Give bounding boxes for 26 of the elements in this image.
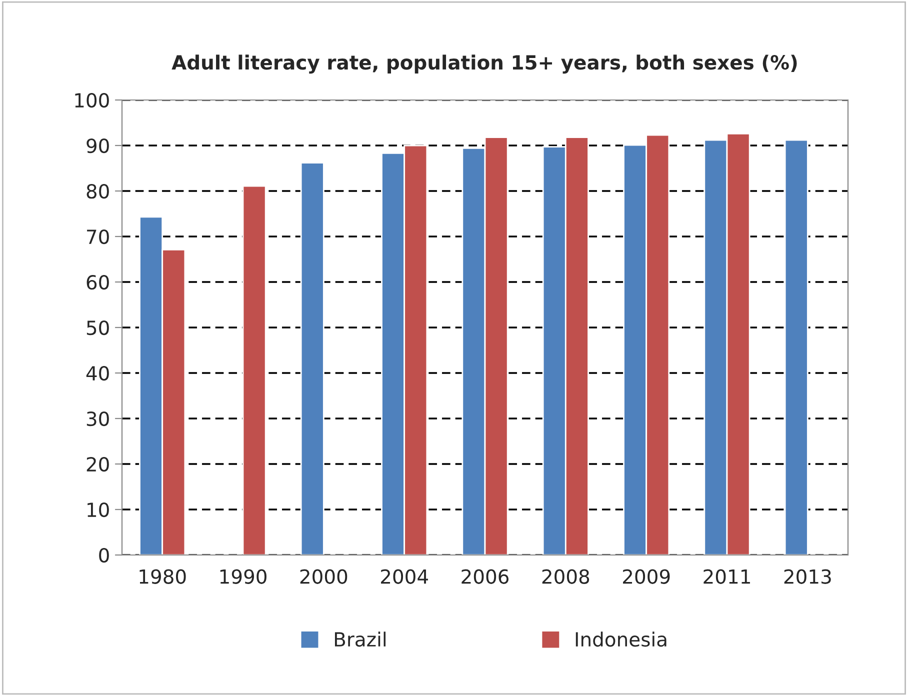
y-tick-label: 60 — [86, 274, 109, 290]
x-tick-label: 2011 — [704, 569, 750, 584]
x-tick-label: 2006 — [462, 569, 509, 584]
y-tick-label: 0 — [99, 548, 109, 563]
x-tick-label: 2000 — [300, 569, 348, 584]
y-tick-label: 50 — [86, 320, 109, 336]
x-tick-label: 2013 — [784, 569, 831, 584]
y-tick-label: 70 — [87, 229, 109, 244]
legend-label: Brazil — [334, 632, 386, 647]
legend-label: Indonesia — [576, 632, 666, 647]
y-tick-label: 40 — [86, 366, 109, 381]
y-tick-label: 20 — [86, 456, 109, 472]
y-tick-label: 30 — [86, 411, 109, 426]
bar — [784, 139, 808, 555]
x-tick-label: 1980 — [140, 569, 186, 584]
bar — [300, 162, 324, 555]
chart-title: Adult literacy rate, population 15+ years, both sexes (%) — [172, 54, 797, 74]
y-tick-label: 100 — [75, 92, 109, 108]
y-tick-label: 90 — [86, 138, 109, 154]
x-tick-label: 2004 — [381, 569, 428, 584]
x-tick-label: 2008 — [542, 569, 590, 584]
y-tick-label: 80 — [86, 184, 109, 199]
bar — [242, 185, 266, 555]
y-tick-label: 10 — [88, 502, 109, 518]
x-tick-label: 2009 — [623, 569, 670, 584]
x-tick-label: 1990 — [220, 569, 266, 584]
